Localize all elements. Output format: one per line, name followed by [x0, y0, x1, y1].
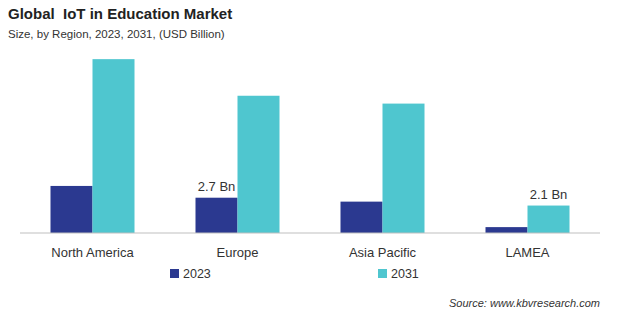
bar: [93, 59, 135, 233]
data-label: 2.7 Bn: [198, 179, 236, 194]
x-axis-line: [20, 233, 600, 234]
x-tick-label: LAMEA: [505, 245, 549, 260]
x-tick-label: Asia Pacific: [349, 245, 417, 260]
title: Global IoT in Education Market: [8, 5, 232, 22]
legend-swatch: [170, 269, 179, 278]
bar: [238, 96, 280, 233]
bar: [528, 206, 570, 233]
bar: [51, 186, 93, 233]
bar: [486, 227, 528, 233]
bar: [196, 198, 238, 233]
bars: [51, 59, 570, 233]
legend-label: 2031: [391, 267, 419, 281]
source: Source: www.kbvresearch.com: [449, 297, 600, 309]
legend-swatch: [378, 269, 387, 278]
subtitle: Size, by Region, 2023, 2031, (USD Billio…: [8, 28, 225, 40]
legend-label: 2023: [183, 267, 211, 281]
x-tick-label: Europe: [217, 245, 259, 260]
bar: [383, 104, 425, 233]
labels: 2.7 Bn 2.1 Bn: [198, 179, 568, 202]
chart: Global IoT in Education Market Size, by R…: [0, 0, 619, 322]
data-label: 2.1 Bn: [530, 187, 568, 202]
x-tick-label: North America: [51, 245, 134, 260]
bar: [341, 202, 383, 233]
